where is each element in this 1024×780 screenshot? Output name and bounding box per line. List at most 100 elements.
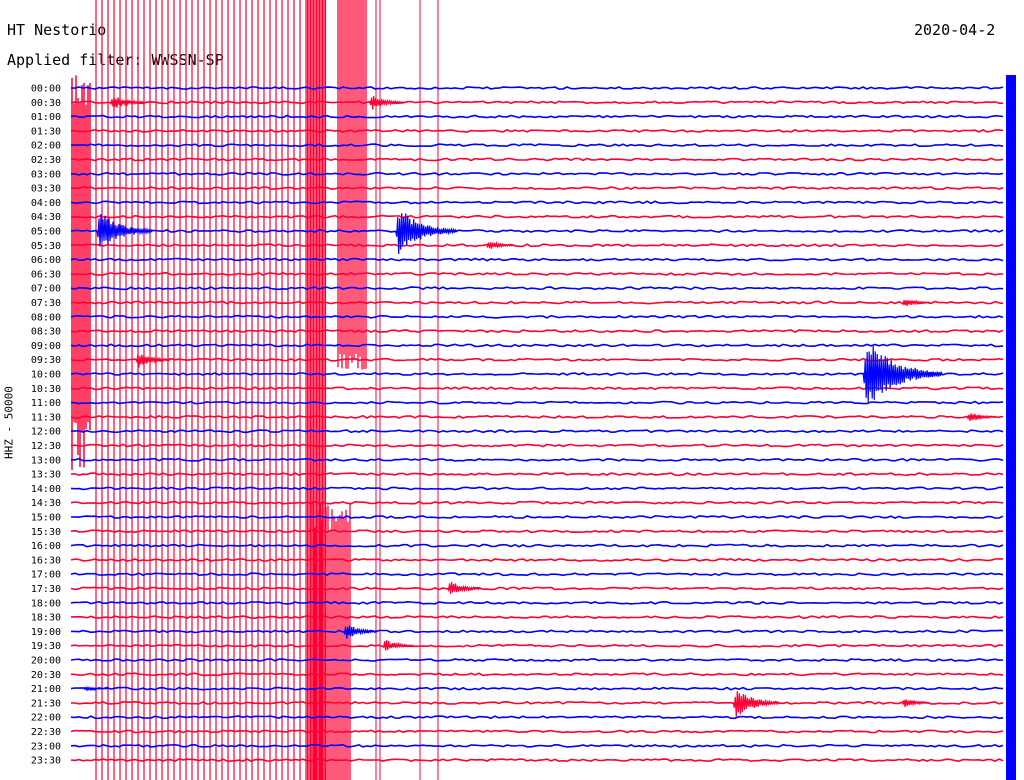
- tick-label-bg: [28, 296, 62, 308]
- row-tick-label: 09:30: [31, 355, 61, 366]
- trace-line: [70, 429, 1004, 434]
- trace-line: [70, 543, 1004, 548]
- row-tick-label: 11:00: [31, 398, 61, 409]
- tick-label-bg: [28, 596, 62, 608]
- trace-line: [70, 314, 1004, 319]
- trace-line: [70, 686, 1004, 691]
- trace-line: [70, 100, 1004, 105]
- trace-line: [70, 586, 1004, 591]
- event-waveform: [369, 95, 405, 110]
- event-waveform: [83, 685, 109, 692]
- row-tick-label: 11:30: [31, 412, 61, 423]
- tick-label-bg: [28, 339, 62, 351]
- row-tick-label: 22:30: [31, 727, 61, 738]
- row-tick-label: 19:00: [31, 627, 61, 638]
- row-tick-label: 09:00: [31, 341, 61, 352]
- row-tick-labels: 00:00 00:30 01:00 01:30 02:00 02:30 03:00 03:30…: [28, 82, 62, 767]
- tick-label-bg: [28, 639, 62, 651]
- tick-label-bg: [28, 468, 62, 480]
- tick-label-bg: [28, 225, 62, 236]
- event-waveform: [966, 413, 998, 421]
- row-tick-label: 12:00: [31, 427, 61, 438]
- tick-label-bg: [28, 210, 62, 222]
- trace-line: [70, 286, 1004, 291]
- trace-line: [70, 372, 1004, 376]
- trace-line: [70, 700, 1004, 705]
- tick-label-bg: [28, 282, 62, 294]
- event-waveform: [109, 97, 145, 108]
- row-tick-label: 23:00: [31, 741, 61, 752]
- trace-line: [70, 157, 1004, 162]
- row-tick-label: 08:00: [31, 312, 61, 323]
- event-waveform: [447, 581, 482, 594]
- trace-line: [70, 386, 1004, 391]
- trace-line: [70, 214, 1004, 219]
- row-tick-label: 17:30: [31, 584, 61, 595]
- trace-line: [70, 186, 1004, 191]
- tick-label-bg: [28, 668, 62, 680]
- row-tick-label: 20:00: [31, 656, 61, 667]
- tick-label-bg: [28, 253, 62, 265]
- trace-line: [70, 200, 1004, 205]
- row-tick-label: 00:30: [31, 98, 61, 109]
- tick-label-bg: [28, 267, 62, 279]
- row-tick-label: 16:30: [31, 555, 61, 566]
- tick-label-bg: [28, 396, 62, 408]
- tick-label-bg: [28, 167, 62, 179]
- row-tick-label: 22:00: [31, 713, 61, 724]
- row-tick-label: 10:00: [31, 370, 61, 381]
- trace-line: [70, 715, 1004, 720]
- tick-label-bg: [28, 553, 62, 565]
- trace-line: [70, 472, 1004, 477]
- tick-label-bg: [28, 682, 62, 694]
- tick-label-bg: [28, 110, 62, 122]
- trace-line: [70, 643, 1004, 648]
- trace-line: [70, 143, 1004, 148]
- tick-label-bg: [28, 410, 62, 422]
- tick-label-bg: [28, 425, 62, 437]
- tick-label-bg: [28, 725, 62, 737]
- trace-line: [70, 414, 1004, 419]
- row-tick-label: 07:00: [31, 284, 61, 295]
- row-tick-label: 23:30: [31, 756, 61, 767]
- trace-lines: [70, 86, 1004, 763]
- filter-label: Applied filter: WWSSN-SP: [7, 51, 224, 69]
- tick-label-bg: [28, 525, 62, 537]
- row-tick-label: 18:00: [31, 598, 61, 609]
- row-tick-label: 13:00: [31, 455, 61, 466]
- trace-line: [70, 515, 1004, 519]
- tick-label-bg: [28, 625, 62, 637]
- trace-line: [70, 743, 1004, 748]
- tick-label-bg: [28, 582, 62, 594]
- trace-line: [70, 171, 1004, 176]
- row-tick-label: 03:00: [31, 169, 61, 180]
- row-tick-label: 02:30: [31, 155, 61, 166]
- date-label: 2020-04-2: [914, 21, 996, 39]
- tick-label-bg: [28, 353, 62, 365]
- row-tick-label: 12:30: [31, 441, 61, 452]
- row-tick-label: 04:00: [31, 198, 61, 209]
- row-tick-label: 20:30: [31, 670, 61, 681]
- tick-label-bg: [28, 482, 62, 494]
- tick-label-bg: [28, 139, 62, 151]
- tick-label-bg: [28, 196, 62, 208]
- tick-label-bg: [28, 239, 62, 251]
- trace-line: [70, 357, 1004, 362]
- trace-line: [70, 658, 1004, 662]
- row-tick-label: 08:30: [31, 327, 61, 338]
- event-waveform: [382, 640, 415, 651]
- tick-label-bg: [28, 739, 62, 751]
- tick-label-bg: [28, 539, 62, 551]
- row-tick-label: 21:30: [31, 698, 61, 709]
- station-title: HT Nestorio: [7, 21, 107, 39]
- row-tick-label: 16:00: [31, 541, 61, 552]
- tick-label-bg: [28, 153, 62, 165]
- trace-line: [70, 572, 1004, 577]
- row-tick-label: 15:00: [31, 513, 61, 524]
- trace-line: [70, 400, 1004, 405]
- event-waveform: [96, 213, 153, 247]
- saturated-bursts: [71, 0, 439, 780]
- row-tick-label: 06:30: [31, 269, 61, 280]
- trace-line: [70, 729, 1004, 734]
